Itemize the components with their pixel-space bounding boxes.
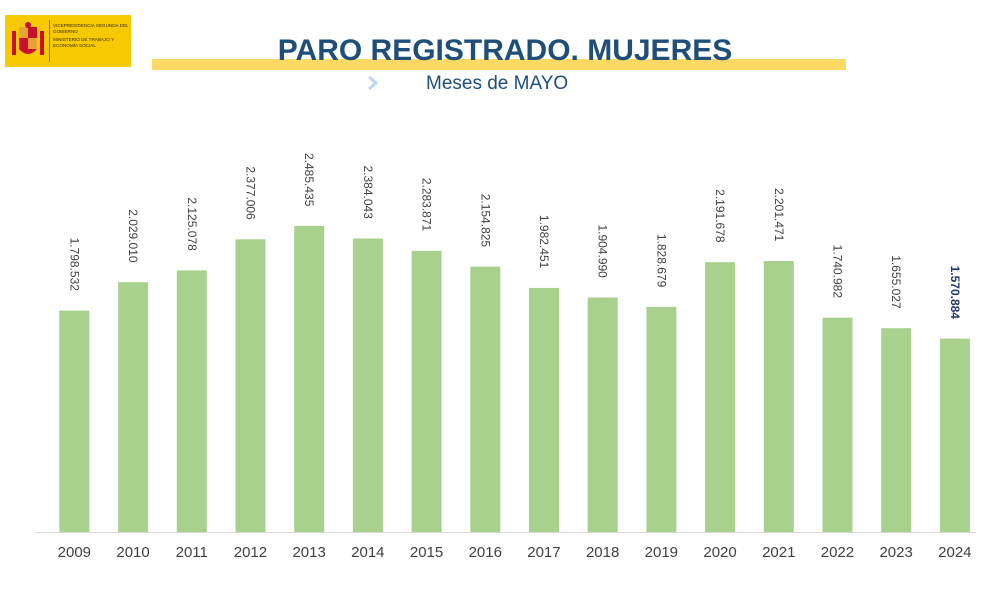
data-label-2015: 2.283.871 xyxy=(420,178,434,232)
x-tick-label-2017: 2017 xyxy=(527,544,560,561)
data-label-2014: 2.384.043 xyxy=(361,165,375,219)
page-subtitle: Meses de MAYO xyxy=(426,73,569,94)
x-tick-label-2016: 2016 xyxy=(469,544,502,561)
logo-line-ministerio: MINISTERIO DE TRABAJO Y ECONOMÍA SOCIAL xyxy=(53,37,115,48)
x-tick-label-2022: 2022 xyxy=(821,544,854,561)
x-tick-label-2020: 2020 xyxy=(703,544,736,561)
x-tick-label-2015: 2015 xyxy=(410,544,443,561)
chevron-right-icon xyxy=(368,75,379,91)
bar-2017 xyxy=(529,287,559,532)
bar-2020 xyxy=(705,262,736,532)
data-label-2016: 2.154.825 xyxy=(478,194,492,248)
bar-2023 xyxy=(881,328,912,532)
x-tick-label-2009: 2009 xyxy=(58,544,91,561)
coat-of-arms-icon xyxy=(12,22,44,55)
bar-2022 xyxy=(822,317,853,532)
government-logo: VICEPRESIDENCIA SEGUNDA DEL GOBIERNO MIN… xyxy=(5,15,131,67)
x-tick-label-2012: 2012 xyxy=(234,544,267,561)
data-label-2013: 2.485.435 xyxy=(302,153,316,207)
bar-2016 xyxy=(470,266,501,532)
bar-2014 xyxy=(352,238,383,532)
bar-2021 xyxy=(763,261,794,532)
bar-2018 xyxy=(587,297,618,532)
bar-2010 xyxy=(118,282,149,532)
data-label-2024: 1.570.884 xyxy=(948,266,962,320)
data-label-2012: 2.377.006 xyxy=(243,166,257,220)
x-tick-label-2011: 2011 xyxy=(176,544,208,561)
data-label-2010: 2.029.010 xyxy=(126,209,140,263)
data-label-2022: 1.740.982 xyxy=(830,245,844,299)
x-tick-label-2010: 2010 xyxy=(116,544,149,561)
data-label-2017: 1.982.451 xyxy=(537,215,551,269)
x-tick-label-2023: 2023 xyxy=(879,544,912,561)
bar-2013 xyxy=(294,226,325,532)
bar-2009 xyxy=(59,310,90,532)
logo-line-vicepresidencia: VICEPRESIDENCIA SEGUNDA DEL GOBIERNO xyxy=(53,23,129,34)
bar-2011 xyxy=(176,270,207,532)
x-tick-label-2019: 2019 xyxy=(645,544,678,561)
data-label-2020: 2.191.678 xyxy=(713,189,727,243)
page-title: PARO REGISTRADO. MUJERES xyxy=(277,34,733,67)
x-tick-label-2013: 2013 xyxy=(292,544,325,561)
data-label-2009: 1.798.532 xyxy=(67,238,81,292)
data-label-2011: 2.125.078 xyxy=(185,197,199,251)
bar-2024 xyxy=(939,338,970,532)
x-tick-label-2021: 2021 xyxy=(762,544,795,561)
data-label-2018: 1.904.990 xyxy=(596,224,610,278)
bar-2019 xyxy=(646,306,677,532)
x-tick-label-2024: 2024 xyxy=(938,544,971,561)
data-label-2023: 1.655.027 xyxy=(889,255,903,309)
bar-2015 xyxy=(411,250,442,533)
x-tick-label-2014: 2014 xyxy=(351,544,384,561)
x-tick-label-2018: 2018 xyxy=(586,544,619,561)
data-label-2021: 2.201.471 xyxy=(772,188,786,242)
title-underline-bar xyxy=(152,59,846,70)
data-label-2019: 1.828.679 xyxy=(654,234,668,288)
logo-separator xyxy=(49,20,50,62)
bar-2012 xyxy=(235,239,266,533)
